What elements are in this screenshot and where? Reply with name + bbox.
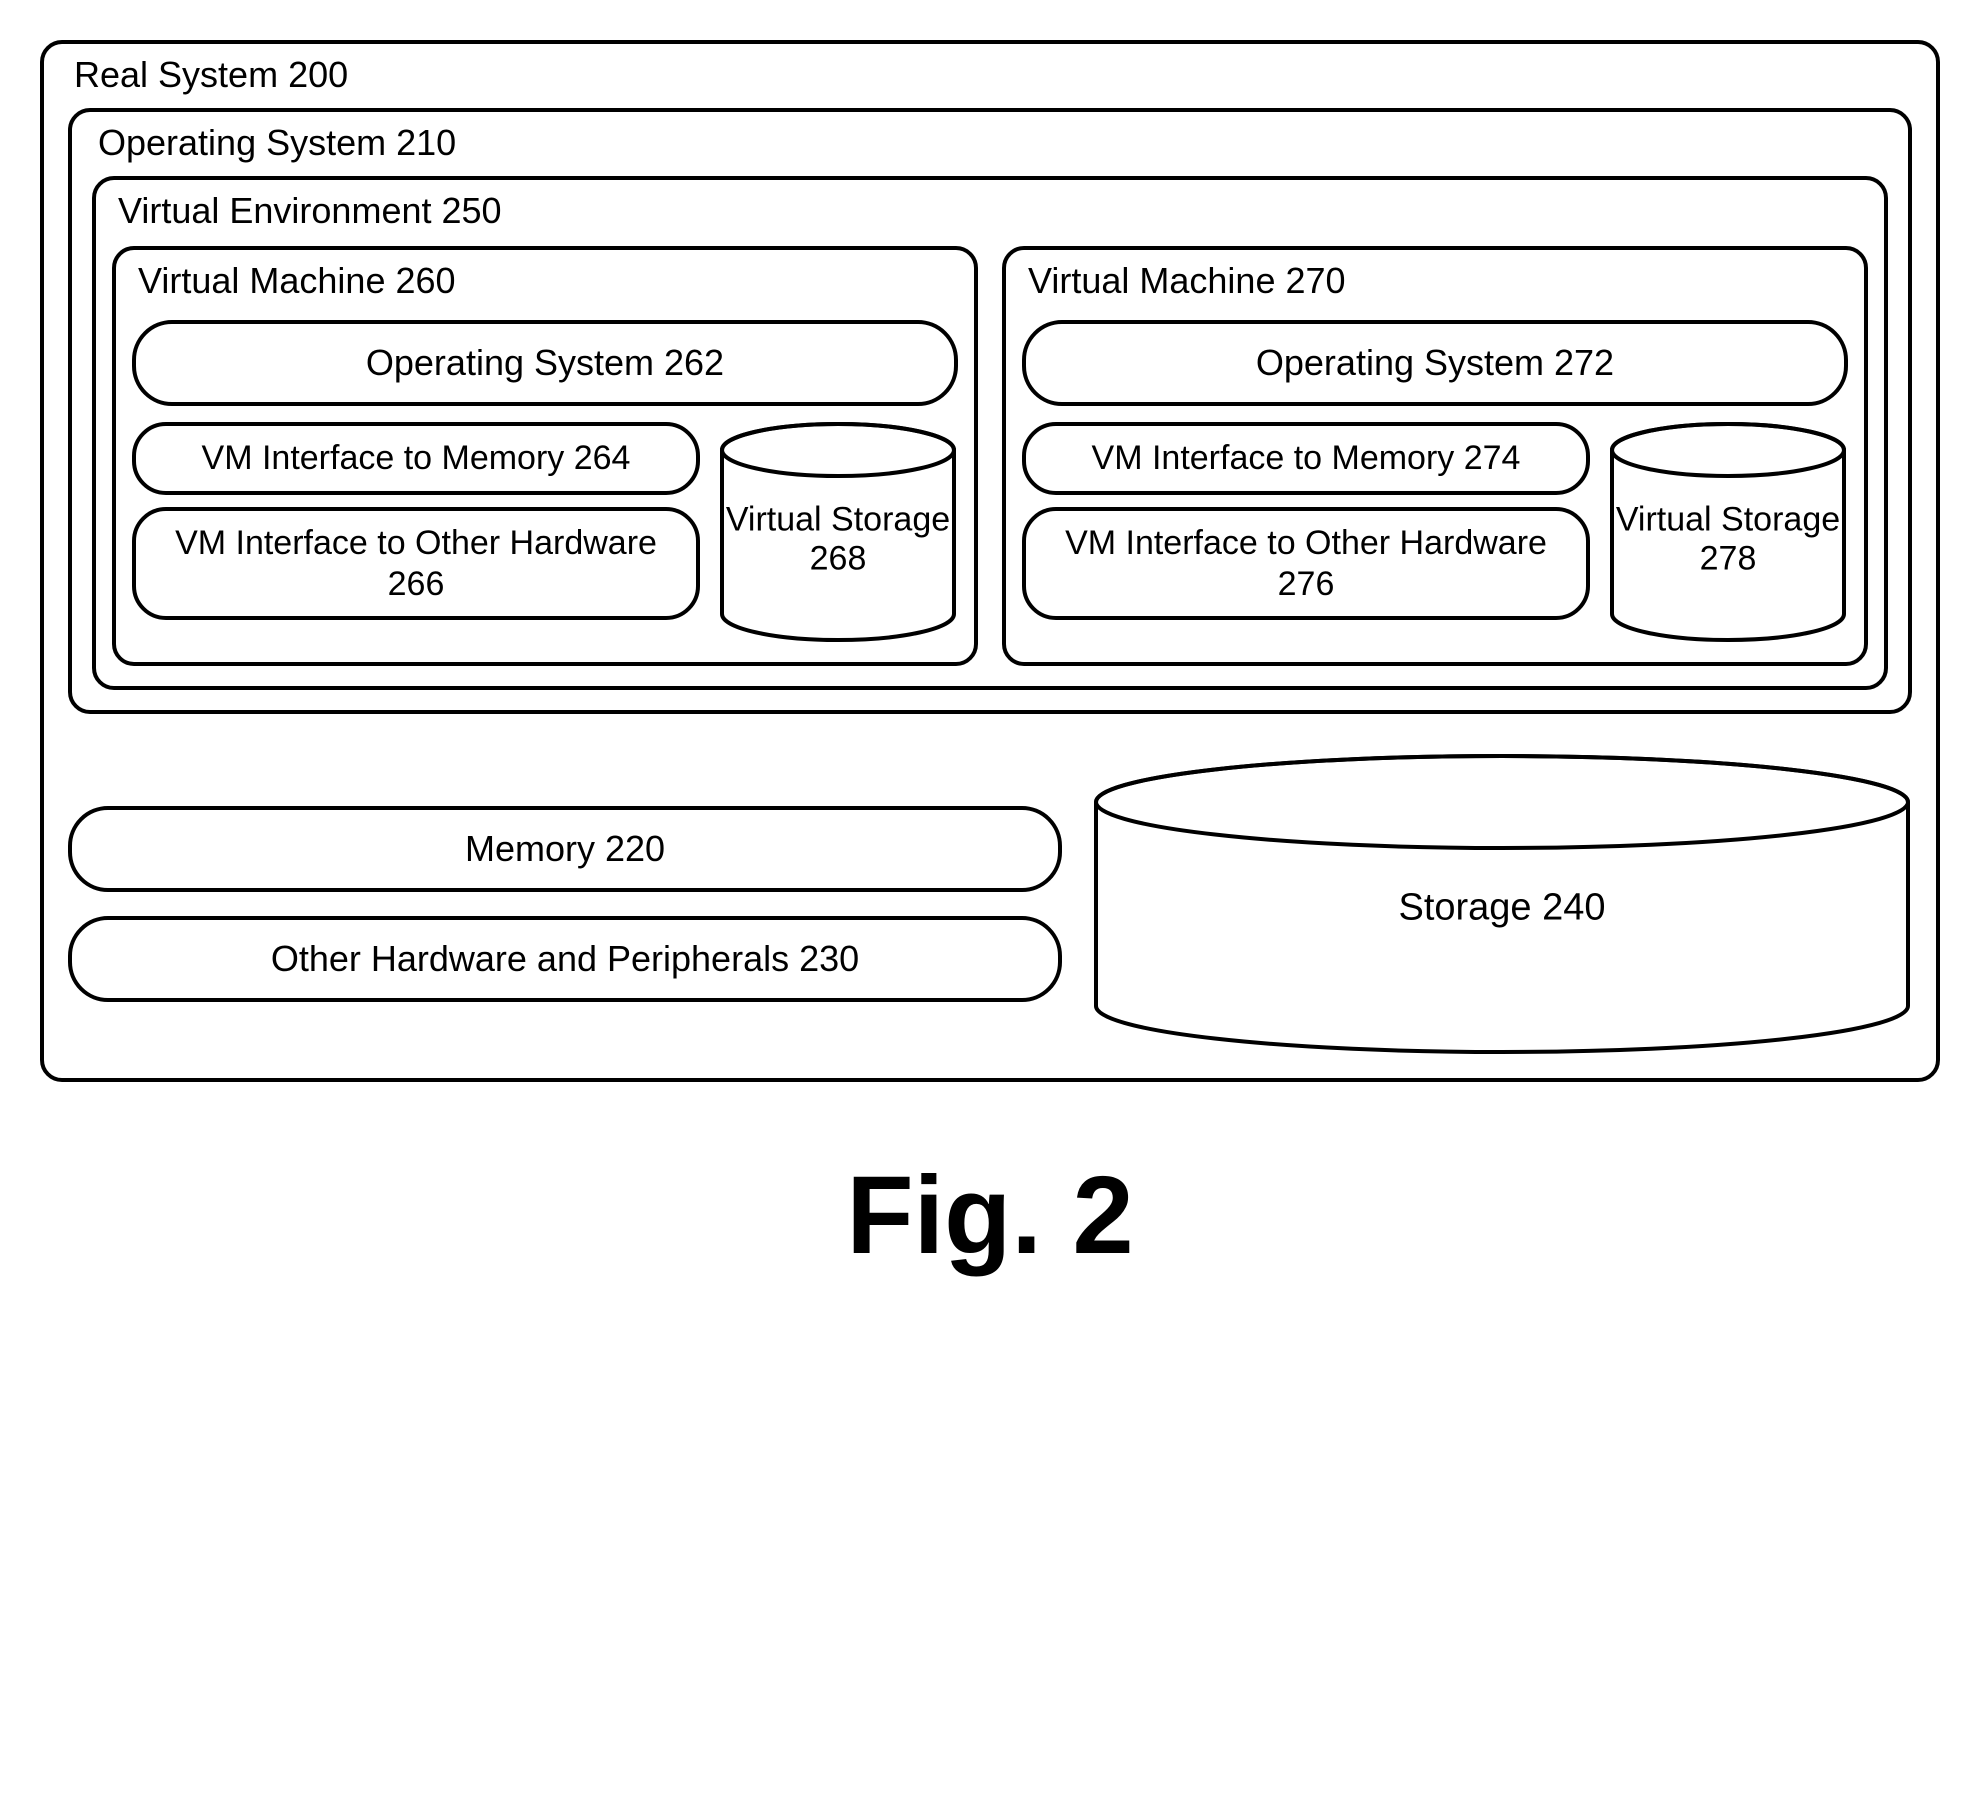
vm-270-box: Virtual Machine 270 Operating System 272… [1002, 246, 1868, 666]
vm-270-os: Operating System 272 [1022, 320, 1848, 406]
vm-260-storage-cylinder: Virtual Storage 268 [718, 422, 958, 642]
operating-system-box: Operating System 210 Virtual Environment… [68, 108, 1912, 714]
vm-270-label: Virtual Machine 270 [1022, 258, 1352, 304]
storage-cylinder: Storage 240 [1092, 754, 1912, 1054]
vm-260-mem-iface: VM Interface to Memory 264 [132, 422, 700, 495]
vm-260-os: Operating System 262 [132, 320, 958, 406]
real-system-box: Real System 200 Operating System 210 Vir… [40, 40, 1940, 1082]
vm-270-mem-iface: VM Interface to Memory 274 [1022, 422, 1590, 495]
operating-system-label: Operating System 210 [92, 120, 462, 166]
vm-270-hw-iface: VM Interface to Other Hardware 276 [1022, 507, 1590, 621]
diagram-root: Real System 200 Operating System 210 Vir… [40, 40, 1940, 1279]
storage-label: Storage 240 [1092, 887, 1912, 931]
vm-270-storage-cylinder: Virtual Storage 278 [1608, 422, 1848, 642]
vm-260-label: Virtual Machine 260 [132, 258, 462, 304]
virtual-environment-box: Virtual Environment 250 Virtual Machine … [92, 176, 1888, 690]
vm-260-box: Virtual Machine 260 Operating System 262… [112, 246, 978, 666]
hardware-row: Memory 220 Other Hardware and Peripheral… [68, 754, 1912, 1054]
other-hardware-box: Other Hardware and Peripherals 230 [68, 916, 1062, 1002]
figure-caption: Fig. 2 [40, 1152, 1940, 1279]
vm-260-storage-label: Virtual Storage 268 [718, 501, 958, 579]
memory-box: Memory 220 [68, 806, 1062, 892]
vm-row: Virtual Machine 260 Operating System 262… [112, 246, 1868, 666]
real-system-label: Real System 200 [68, 52, 354, 98]
virtual-environment-label: Virtual Environment 250 [112, 188, 508, 234]
vm-270-storage-label: Virtual Storage 278 [1608, 501, 1848, 579]
vm-260-hw-iface: VM Interface to Other Hardware 266 [132, 507, 700, 621]
